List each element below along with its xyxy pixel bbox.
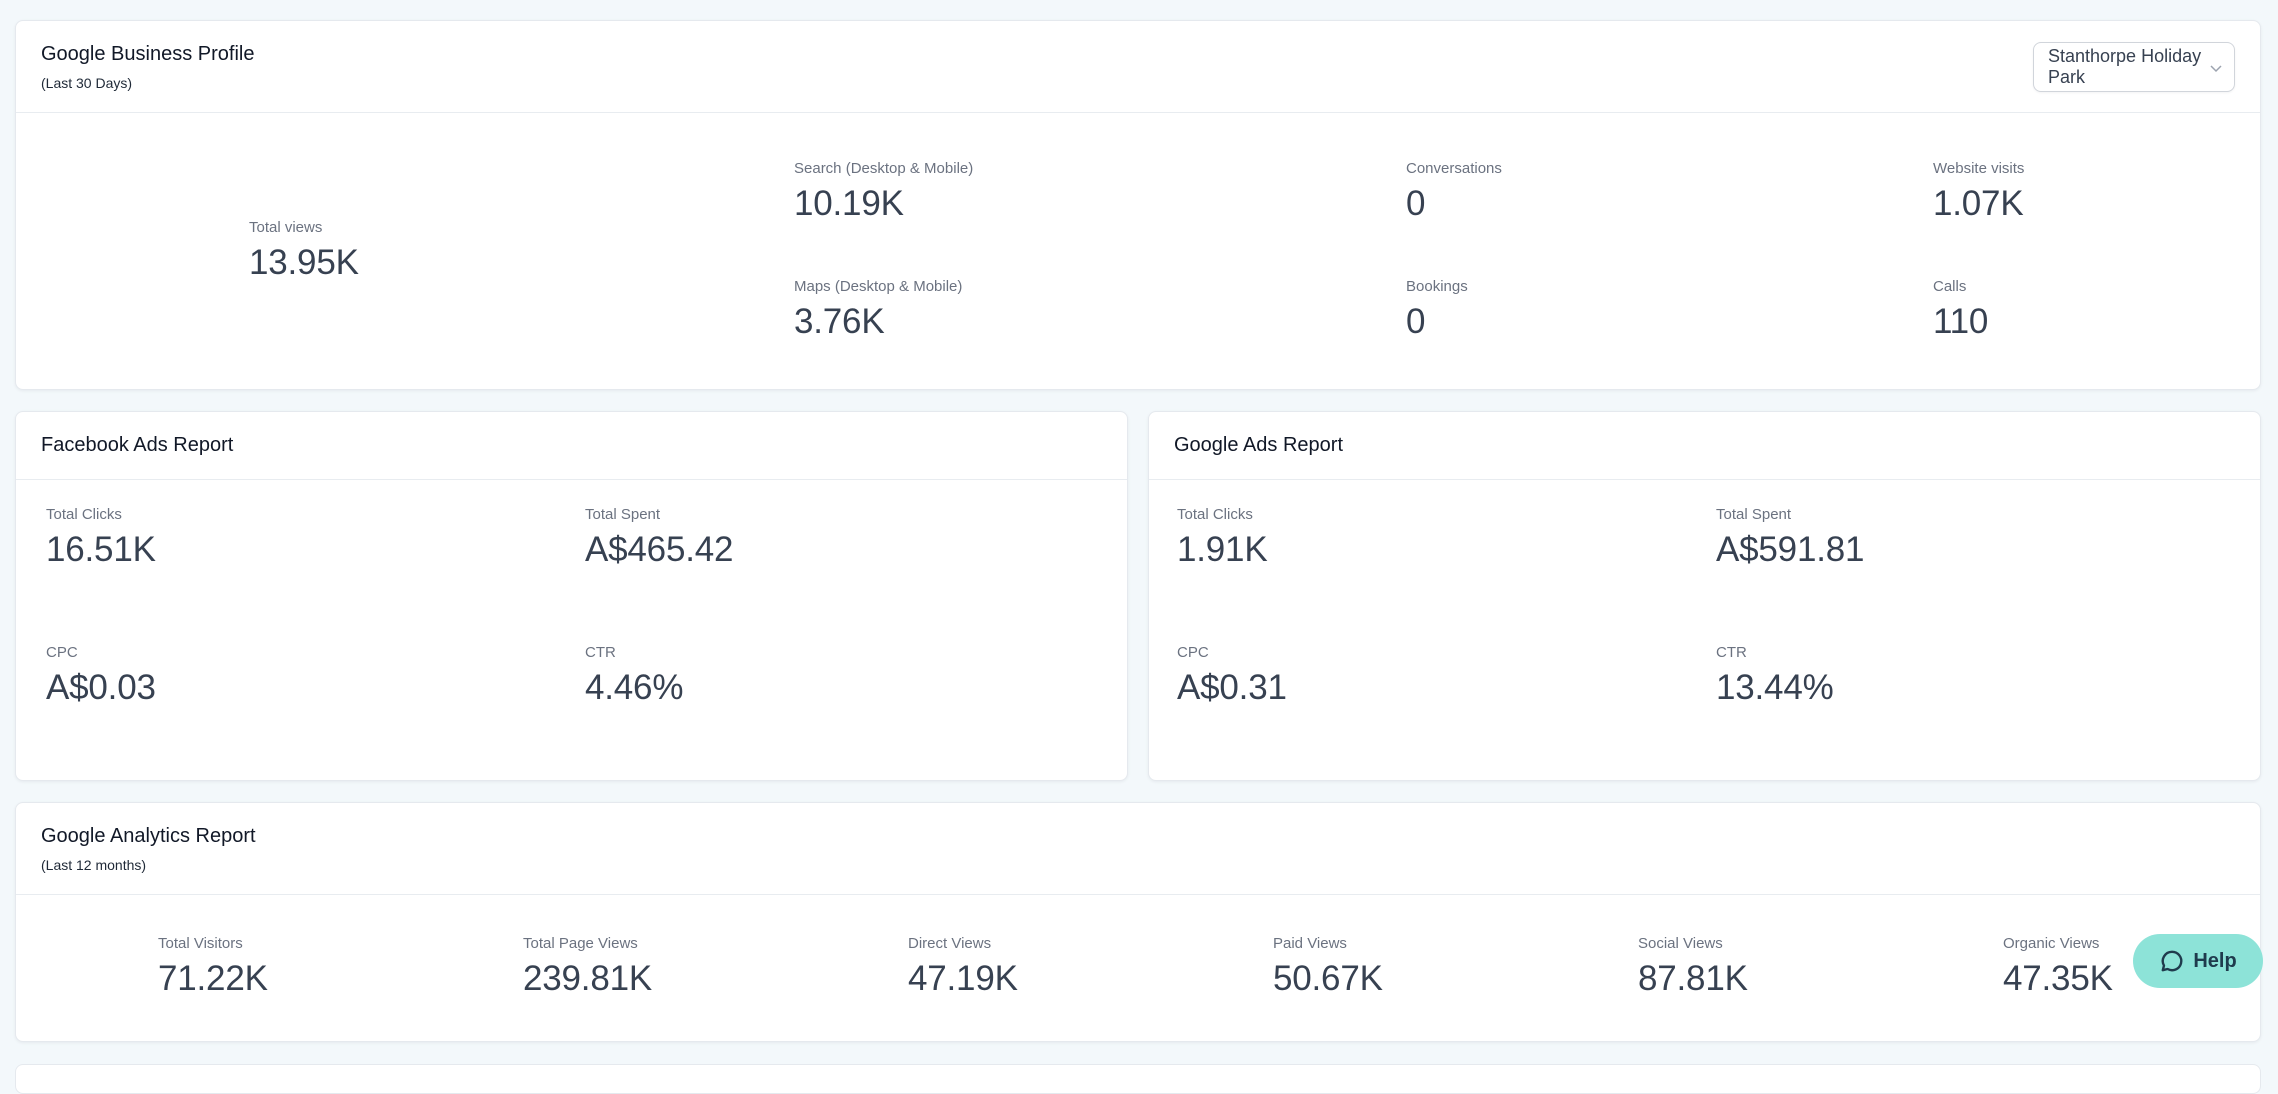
location-select[interactable]: Stanthorpe Holiday Park (2033, 42, 2235, 92)
metric-label: Maps (Desktop & Mobile) (794, 278, 963, 295)
metric-total-page-views: Total Page Views 239.81K (523, 935, 652, 999)
metric-label: Paid Views (1273, 935, 1347, 952)
metric-label: Direct Views (908, 935, 992, 952)
metric-fb-clicks: Total Clicks 16.51K (46, 506, 156, 570)
metric-gads-cpc: CPC A$0.31 (1177, 644, 1287, 708)
metric-label: Total Spent (585, 506, 661, 523)
metric-label: Bookings (1406, 278, 1468, 295)
help-button[interactable]: Help (2133, 934, 2263, 988)
metric-label: CTR (585, 644, 616, 661)
metric-maps: Maps (Desktop & Mobile) 3.76K (794, 278, 962, 342)
metric-social-views: Social Views 87.81K (1638, 935, 1748, 999)
metric-label: Calls (1933, 278, 1967, 295)
metric-label: Total Clicks (1177, 506, 1253, 523)
metric-organic-views: Organic Views 47.35K (2003, 935, 2113, 999)
metric-total-visitors: Total Visitors 71.22K (158, 935, 268, 999)
metric-value: 3.76K (794, 302, 885, 341)
metric-value: A$591.81 (1716, 530, 1865, 569)
metric-label: Organic Views (2003, 935, 2100, 952)
google-ads-header: Google Ads Report (1149, 412, 2260, 480)
metric-label: Total Spent (1716, 506, 1792, 523)
chat-bubble-icon (2161, 950, 2183, 972)
metric-paid-views: Paid Views 50.67K (1273, 935, 1383, 999)
metric-value: 0 (1406, 302, 1426, 341)
metric-label: Total views (249, 219, 323, 236)
metric-search: Search (Desktop & Mobile) 10.19K (794, 160, 973, 224)
gbp-title: Google Business Profile (41, 43, 255, 65)
metric-gads-ctr: CTR 13.44% (1716, 644, 1834, 708)
facebook-ads-title: Facebook Ads Report (41, 434, 234, 456)
help-label: Help (2193, 949, 2237, 972)
google-ads-title: Google Ads Report (1174, 434, 1343, 456)
google-ads-card: Google Ads Report Total Clicks 1.91K Tot… (1148, 411, 2261, 781)
metric-value: 110 (1933, 302, 1989, 341)
metric-label: CPC (46, 644, 78, 661)
google-business-profile-card: Google Business Profile (Last 30 Days) S… (15, 20, 2261, 390)
analytics-header: Google Analytics Report (Last 12 months) (16, 803, 2260, 895)
metric-value: A$465.42 (585, 530, 734, 569)
metric-value: 13.44% (1716, 668, 1834, 707)
metric-label: Search (Desktop & Mobile) (794, 160, 974, 177)
metric-label: CTR (1716, 644, 1747, 661)
metric-label: Social Views (1638, 935, 1723, 952)
metric-label: CPC (1177, 644, 1209, 661)
metric-value: A$0.31 (1177, 668, 1287, 707)
metric-value: A$0.03 (46, 668, 156, 707)
metric-value: 1.07K (1933, 184, 2024, 223)
gbp-subtitle: (Last 30 Days) (41, 75, 133, 91)
analytics-title: Google Analytics Report (41, 825, 256, 847)
metric-value: 4.46% (585, 668, 684, 707)
metric-value: 239.81K (523, 959, 652, 998)
location-select-value: Stanthorpe Holiday Park (2048, 46, 2202, 87)
metric-value: 0 (1406, 184, 1426, 223)
metric-label: Website visits (1933, 160, 2025, 177)
google-analytics-card: Google Analytics Report (Last 12 months)… (15, 802, 2261, 1042)
gbp-header: Google Business Profile (Last 30 Days) S… (16, 21, 2260, 113)
metric-bookings: Bookings 0 (1406, 278, 1468, 342)
metric-conversations: Conversations 0 (1406, 160, 1502, 224)
metric-website-visits: Website visits 1.07K (1933, 160, 2024, 224)
metric-value: 47.35K (2003, 959, 2113, 998)
metric-gads-clicks: Total Clicks 1.91K (1177, 506, 1268, 570)
metric-label: Total Clicks (46, 506, 122, 523)
next-card-edge (15, 1064, 2261, 1094)
metric-value: 47.19K (908, 959, 1018, 998)
metric-fb-cpc: CPC A$0.03 (46, 644, 156, 708)
metric-value: 13.95K (249, 243, 359, 282)
facebook-ads-header: Facebook Ads Report (16, 412, 1127, 480)
metric-label: Total Visitors (158, 935, 243, 952)
metric-total-views: Total views 13.95K (249, 219, 359, 283)
metric-label: Conversations (1406, 160, 1502, 177)
metric-value: 50.67K (1273, 959, 1383, 998)
metric-value: 71.22K (158, 959, 268, 998)
metric-direct-views: Direct Views 47.19K (908, 935, 1018, 999)
metric-value: 87.81K (1638, 959, 1748, 998)
metric-value: 1.91K (1177, 530, 1268, 569)
chevron-down-icon (2210, 65, 2222, 73)
metric-fb-ctr: CTR 4.46% (585, 644, 683, 708)
metric-label: Total Page Views (523, 935, 638, 952)
metric-fb-spent: Total Spent A$465.42 (585, 506, 733, 570)
metric-value: 16.51K (46, 530, 156, 569)
metric-gads-spent: Total Spent A$591.81 (1716, 506, 1864, 570)
facebook-ads-card: Facebook Ads Report Total Clicks 16.51K … (15, 411, 1128, 781)
metric-value: 10.19K (794, 184, 904, 223)
metric-calls: Calls 110 (1933, 278, 1988, 342)
analytics-subtitle: (Last 12 months) (41, 857, 147, 873)
